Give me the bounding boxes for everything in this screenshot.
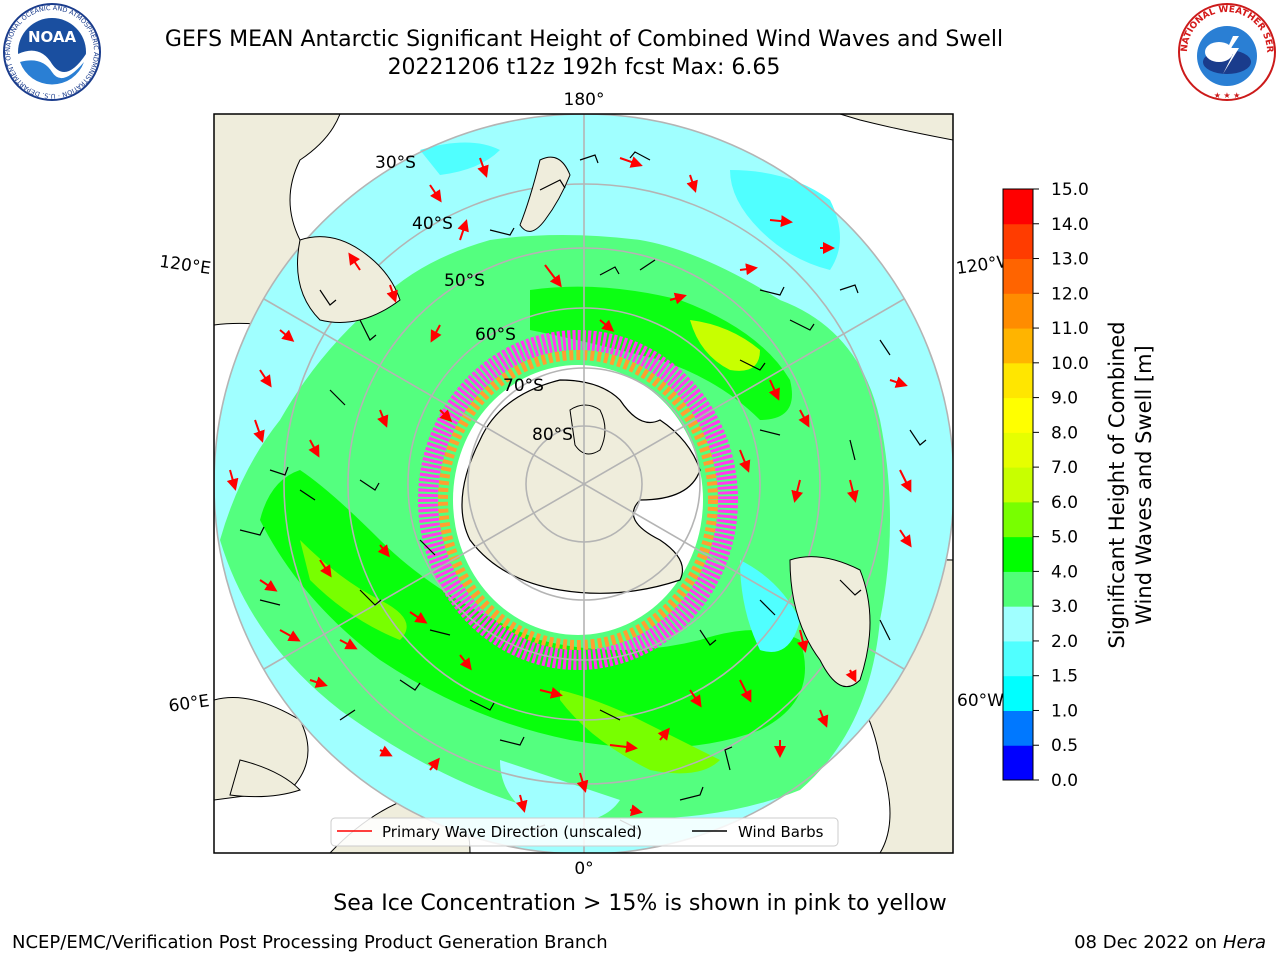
lat-label-30s: 30°S — [375, 153, 416, 173]
footer-date-text: 08 Dec 2022 on — [1074, 932, 1218, 953]
title-line-1: GEFS MEAN Antarctic Significant Height o… — [164, 27, 1004, 52]
colorbar-tick-label: 6.0 — [1051, 493, 1078, 513]
wave-direction-arrows — [226, 156, 912, 817]
colorbar-tick-label: 1.5 — [1051, 667, 1078, 687]
lat-label-60s: 60°S — [475, 325, 516, 345]
lat-label-70s: 70°S — [503, 376, 544, 396]
lon-label-60w: 60°W — [957, 691, 1004, 711]
colorbar-tick-label: 8.0 — [1051, 423, 1078, 443]
footer-machine: Hera — [1222, 932, 1266, 953]
colorbar-segment — [1003, 328, 1033, 364]
map-legend: Primary Wave Direction (unscaled) Wind B… — [330, 817, 839, 847]
lon-label-60e: 60°E — [167, 691, 210, 716]
footer-date: 08 Dec 2022 on Hera — [1074, 932, 1266, 953]
colorbar-segment — [1003, 501, 1033, 538]
colorbar-tick-label: 9.0 — [1051, 389, 1078, 409]
map-frame — [214, 114, 953, 853]
noaa-logo-text: NOAA — [28, 28, 77, 46]
colorbar-segment — [1003, 675, 1033, 711]
colorbar-tick-label: 4.0 — [1051, 562, 1078, 582]
svg-text:★ ★ ★: ★ ★ ★ — [1214, 91, 1241, 100]
colorbar-segment — [1003, 293, 1033, 329]
antarctica-landmass — [461, 379, 701, 594]
colorbar-segment — [1003, 710, 1033, 746]
colorbar-tick-label: 5.0 — [1051, 528, 1078, 548]
colorbar-segment — [1003, 189, 1033, 225]
chart-title: GEFS MEAN Antarctic Significant Height o… — [134, 26, 1034, 82]
colorbar-tick-label: 3.0 — [1051, 597, 1078, 617]
colorbar-border — [1002, 188, 1034, 781]
lat-label-50s: 50°S — [444, 271, 485, 291]
legend-wind-barbs: Wind Barbs — [738, 823, 824, 841]
colorbar-segment — [1003, 640, 1033, 677]
lon-label-180: 180° — [564, 90, 605, 110]
colorbar-segment — [1003, 362, 1033, 399]
colorbar-tick-label: 15.0 — [1051, 180, 1089, 200]
colorbar-label: Significant Height of Combined Wind Wave… — [1105, 321, 1156, 648]
colorbar-tick-label: 14.0 — [1051, 215, 1089, 235]
noaa-logo: NATIONAL OCEANIC AND ATMOSPHERIC ADMINIS… — [2, 2, 101, 101]
colorbar-segment — [1003, 745, 1033, 781]
colorbar-segment — [1003, 223, 1033, 260]
colorbar-tick-label: 0.0 — [1051, 771, 1078, 791]
lat-label-40s: 40°S — [412, 214, 453, 234]
lat-label-80s: 80°S — [532, 425, 573, 445]
lon-label-120e: 120°E — [158, 252, 212, 279]
colorbar-segment — [1003, 571, 1033, 607]
map-border — [213, 113, 954, 854]
colorbar-tick-label: 10.0 — [1051, 354, 1089, 374]
title-line-2: 20221206 t12z 192h fcst Max: 6.65 — [387, 55, 781, 80]
nws-logo: NATIONAL WEATHER SERVICE ★ ★ ★ — [1176, 2, 1276, 101]
colorbar-label-line-1: Significant Height of Combined — [1105, 321, 1129, 648]
colorbar-segment — [1003, 536, 1033, 572]
colorbar-tick-label: 0.5 — [1051, 736, 1078, 756]
colorbar: 0.0 0.5 1.0 1.5 2.0 3.0 4.0 5.0 6.0 7.0 8.0 9.0 10.0… — [1002, 180, 1089, 791]
footer-branch: NCEP/EMC/Verification Post Processing Pr… — [12, 932, 608, 953]
colorbar-tick-label: 7.0 — [1051, 458, 1078, 478]
colorbar-segment — [1003, 397, 1033, 433]
colorbar-segment — [1003, 467, 1033, 503]
colorbar-tick-label: 1.0 — [1051, 701, 1078, 721]
colorbar-label-line-2: Wind Waves and Swell [m] — [1132, 345, 1156, 625]
colorbar-segment — [1003, 606, 1033, 642]
colorbar-segment — [1003, 258, 1033, 294]
colorbar-tick-label: 13.0 — [1051, 250, 1089, 270]
colorbar-tick-label: 11.0 — [1051, 319, 1089, 339]
colorbar-tick-label: 12.0 — [1051, 284, 1089, 304]
sea-ice-caption: Sea Ice Concentration > 15% is shown in … — [333, 891, 947, 916]
legend-wave-direction: Primary Wave Direction (unscaled) — [382, 823, 642, 841]
colorbar-tick-label: 2.0 — [1051, 632, 1078, 652]
colorbar-segment — [1003, 432, 1033, 468]
lon-label-0: 0° — [574, 859, 593, 879]
